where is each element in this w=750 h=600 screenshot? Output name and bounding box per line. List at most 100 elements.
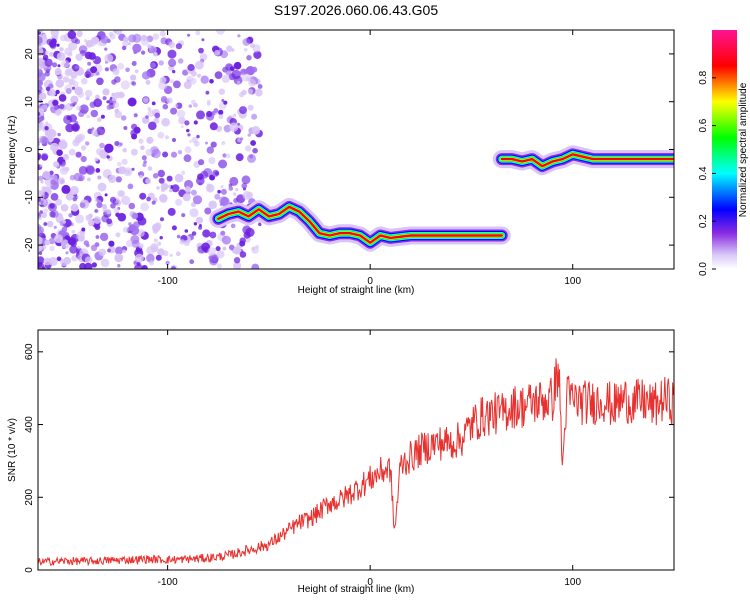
noise-speck xyxy=(151,153,155,157)
noise-speck xyxy=(252,44,261,53)
noise-speck xyxy=(75,53,83,61)
chart-title: S197.2026.060.06.43.G05 xyxy=(274,2,438,18)
noise-speck xyxy=(160,182,169,191)
noise-speck xyxy=(154,222,162,230)
noise-speck xyxy=(41,154,48,161)
noise-speck xyxy=(69,185,79,195)
noise-speck xyxy=(98,248,107,256)
noise-speck xyxy=(38,154,41,161)
noise-speck xyxy=(209,254,219,264)
noise-speck xyxy=(167,184,171,189)
noise-speck xyxy=(251,126,261,135)
noise-speck xyxy=(84,51,93,60)
noise-speck xyxy=(196,134,200,139)
noise-speck xyxy=(218,159,228,169)
colorbar-tick-label: 0.0 xyxy=(698,262,709,276)
noise-speck xyxy=(217,189,221,194)
noise-speck xyxy=(175,198,183,206)
noise-speck xyxy=(168,58,177,67)
noise-speck xyxy=(59,47,64,52)
noise-speck xyxy=(153,117,160,124)
noise-speck xyxy=(42,137,49,145)
noise-speck xyxy=(222,246,227,251)
noise-speck xyxy=(241,72,251,82)
noise-speck xyxy=(174,104,179,108)
noise-speck xyxy=(243,47,248,52)
noise-speck xyxy=(106,209,112,215)
noise-speck xyxy=(251,263,260,269)
noise-speck xyxy=(38,46,44,57)
noise-speck xyxy=(85,40,94,48)
noise-speck xyxy=(115,232,121,238)
noise-speck xyxy=(85,214,93,221)
noise-speck xyxy=(175,43,182,50)
noise-speck xyxy=(106,155,110,159)
noise-speck xyxy=(189,77,197,85)
noise-speck xyxy=(44,58,53,67)
noise-speck xyxy=(59,103,65,110)
noise-speck xyxy=(104,47,108,51)
noise-speck xyxy=(201,38,205,42)
colorbar-label: Normalized spectral amplitude xyxy=(738,82,749,217)
noise-speck xyxy=(166,175,173,182)
noise-speck xyxy=(41,186,46,191)
noise-speck xyxy=(171,137,177,143)
noise-speck xyxy=(95,168,101,173)
noise-speck xyxy=(91,127,95,131)
spectrogram-y-tick-label: -10 xyxy=(24,190,35,205)
noise-speck xyxy=(151,101,156,106)
spectral-ridge-high-layer xyxy=(500,153,674,168)
noise-speck xyxy=(239,106,247,115)
noise-speck xyxy=(225,63,233,71)
spectrogram-x-tick-label: 100 xyxy=(564,276,581,287)
noise-speck xyxy=(131,239,140,248)
noise-speck xyxy=(75,214,85,224)
noise-speck xyxy=(98,203,102,207)
noise-speck xyxy=(52,99,59,106)
noise-speck xyxy=(254,88,263,97)
noise-speck xyxy=(241,89,247,96)
noise-speck xyxy=(41,266,46,269)
noise-speck xyxy=(195,30,201,36)
noise-speck xyxy=(38,201,41,206)
noise-speck xyxy=(221,99,225,102)
noise-speck xyxy=(69,245,78,254)
noise-speck xyxy=(38,224,42,230)
noise-speck xyxy=(176,234,181,239)
noise-speck xyxy=(197,245,206,254)
noise-speck xyxy=(177,150,183,155)
noise-speck xyxy=(65,251,69,255)
noise-speck xyxy=(160,96,168,103)
noise-speck xyxy=(122,45,127,51)
noise-speck xyxy=(145,80,151,85)
noise-speck xyxy=(165,260,170,265)
noise-speck xyxy=(233,113,237,117)
noise-speck xyxy=(72,86,76,90)
noise-speck xyxy=(104,193,108,197)
noise-speck xyxy=(122,249,126,254)
noise-speck xyxy=(140,202,150,212)
spectrogram-x-tick-label: -100 xyxy=(158,276,178,287)
noise-speck xyxy=(134,253,144,263)
noise-speck xyxy=(171,184,180,193)
noise-speck xyxy=(121,195,131,205)
noise-speck xyxy=(97,175,102,180)
noise-speck xyxy=(99,232,109,242)
noise-speck xyxy=(228,186,234,191)
noise-speck xyxy=(93,98,103,108)
noise-speck xyxy=(162,103,169,110)
noise-speck xyxy=(76,105,82,111)
noise-speck xyxy=(220,185,224,189)
noise-speck xyxy=(131,133,138,140)
noise-speck xyxy=(38,72,46,82)
noise-speck xyxy=(86,177,91,182)
noise-speck xyxy=(195,216,204,224)
noise-speck xyxy=(70,203,79,212)
snr-x-tick-label: 100 xyxy=(564,577,581,588)
noise-speck xyxy=(214,171,220,176)
noise-speck xyxy=(87,219,95,227)
noise-speck xyxy=(50,142,59,152)
noise-speck xyxy=(198,47,204,54)
noise-speck xyxy=(53,225,57,229)
noise-speck xyxy=(157,169,165,178)
